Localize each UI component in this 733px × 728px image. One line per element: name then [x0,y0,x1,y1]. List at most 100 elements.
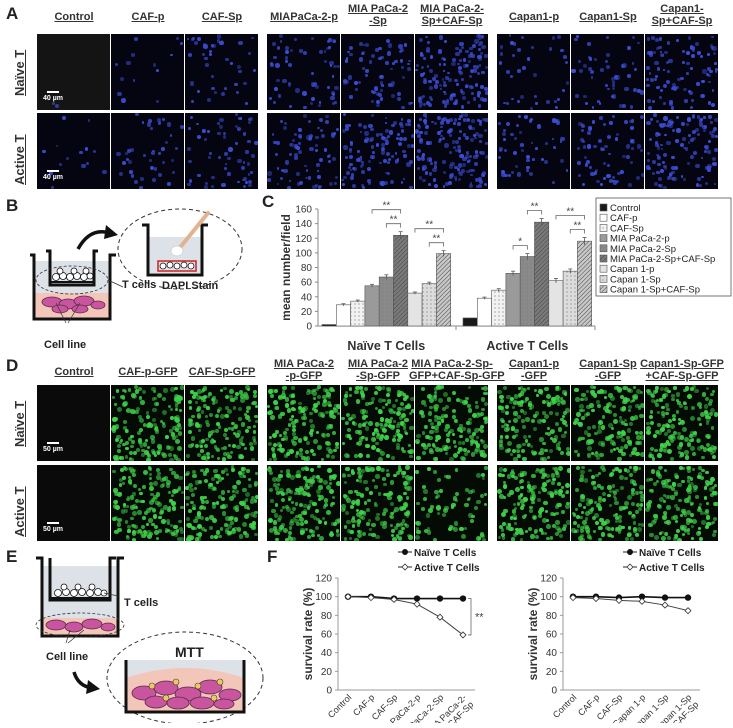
column-label: CAF-Sp-GFP [188,366,256,378]
micrograph-tile [111,113,184,189]
svg-text:Active T Cells: Active T Cells [414,563,480,574]
svg-text:**: ** [390,215,398,226]
micrograph-tile [111,385,184,461]
column-label: MIA PaCa-2-Sp- GFP+CAF-Sp-GFP [409,358,505,382]
svg-text:**: ** [574,221,582,232]
micrograph-tile [415,465,488,541]
svg-text:Naïve T Cells: Naïve T Cells [414,548,477,559]
svg-text:Active T Cells: Active T Cells [486,339,568,353]
micrograph-tile [645,113,718,189]
svg-text:60: 60 [546,630,558,641]
svg-text:survival rate (%): survival rate (%) [526,588,540,681]
t-cells-label: T cells [122,279,157,291]
scale-bar: 50 µm [43,442,63,453]
svg-text:**: ** [566,207,574,218]
row-label: Naïve T [12,49,27,96]
micrograph-tile [645,34,718,110]
micrograph-tile [185,385,258,461]
column-label: Capan1- Sp+CAF-Sp [651,3,713,27]
panel-e-mtt-diagram: T cells Cell line MTT [20,548,270,725]
svg-text:40: 40 [546,648,558,659]
svg-text:Naïve T Cells: Naïve T Cells [639,548,702,559]
column-label: Capan1-p -GFP [508,358,560,382]
svg-text:80: 80 [321,611,333,622]
micrograph-tile [185,113,258,189]
svg-text:60: 60 [301,278,313,289]
panel-c-label: C [262,192,275,211]
micrograph-tile [267,465,340,541]
mtt-label: MTT [175,644,204,660]
svg-text:**: ** [425,220,433,231]
svg-text:MIA PaCa-2-Sp: MIA PaCa-2-Sp [610,244,676,255]
micrograph-tile [497,113,570,189]
micrograph-tile: 40 µm [37,34,110,110]
micrograph-tile [185,465,258,541]
panel-d-label: D [6,356,19,375]
micrograph-tile [571,113,644,189]
column-label: CAF-p-GFP [118,366,178,378]
micrograph-tile: 50 µm [37,385,110,461]
svg-text:120: 120 [295,234,312,245]
micrograph-tile [571,465,644,541]
svg-text:100: 100 [540,592,557,603]
svg-text:100: 100 [315,592,332,603]
svg-text:MIA PaCa-2-Sp+CAF-Sp: MIA PaCa-2-Sp+CAF-Sp [610,254,715,265]
svg-text:survival rate (%): survival rate (%) [301,588,315,681]
micrograph-tile [645,465,718,541]
cell-line-label: Cell line [44,339,87,351]
svg-text:120: 120 [540,574,557,585]
svg-text:0: 0 [306,322,312,333]
micrograph-tile [111,465,184,541]
panel-f-right-line-chart: 0 20 40 60 80 100 120 survival rate (%) Control C… [505,540,733,728]
svg-text:160: 160 [295,205,312,216]
column-label: Control [54,11,94,23]
column-label: CAF-Sp [201,11,243,23]
micrograph-tile [111,34,184,110]
dapi-stain-label: DAPI Stain [162,280,219,292]
column-label: Capan1-Sp -GFP [579,358,637,382]
micrograph-tile [571,34,644,110]
svg-text:Active T Cells: Active T Cells [639,563,705,574]
row-label: Active T [12,486,27,537]
panel-a-label: A [6,4,19,23]
column-label: Control [54,366,94,378]
micrograph-tile: 50 µm [37,465,110,541]
column-label: MIA PaCa-2 -Sp-GFP [347,358,409,382]
svg-text:40: 40 [301,292,313,303]
micrograph-tile [267,385,340,461]
micrograph-tile [571,385,644,461]
micrograph-tile [341,34,414,110]
micrograph-tile [645,385,718,461]
column-label: MIA PaCa-2- Sp+CAF-Sp [420,3,484,27]
svg-text:Capan 1-Sp: Capan 1-Sp [610,274,661,285]
micrograph-tile [267,113,340,189]
svg-text:**: ** [475,612,484,624]
panel-f-label: F [267,547,278,566]
scale-bar: 40 µm [43,91,63,102]
svg-text:*: * [518,237,522,248]
svg-text:20: 20 [321,667,333,678]
svg-text:MIA PaCa-2-p: MIA PaCa-2-p [610,234,670,245]
panel-f-left-line-chart: 0 20 40 60 80 100 120 survival rate (%) Control C… [280,540,505,728]
column-label: Capan1-Sp-GFP +CAF-Sp-GFP [640,358,724,382]
micrograph-tile [267,34,340,110]
scale-bar: 40 µm [43,170,63,181]
t-cells-label: T cells [124,597,159,609]
cell-line-label: Cell line [46,651,89,663]
micrograph-tile [341,385,414,461]
column-label: MIAPaCa-2-p [270,11,338,23]
svg-text:100: 100 [295,248,312,259]
micrograph-tile: 40 µm [37,113,110,189]
svg-text:CAF-Sp: CAF-Sp [610,223,644,234]
micrograph-tile [341,465,414,541]
svg-text:80: 80 [301,263,313,274]
svg-text:80: 80 [546,611,558,622]
transwell-dapi-illustration [30,208,243,324]
svg-text:mean number/field: mean number/field [279,214,293,321]
svg-text:0: 0 [326,686,332,697]
svg-text:Naïve T Cells: Naïve T Cells [347,339,425,353]
svg-text:120: 120 [315,574,332,585]
